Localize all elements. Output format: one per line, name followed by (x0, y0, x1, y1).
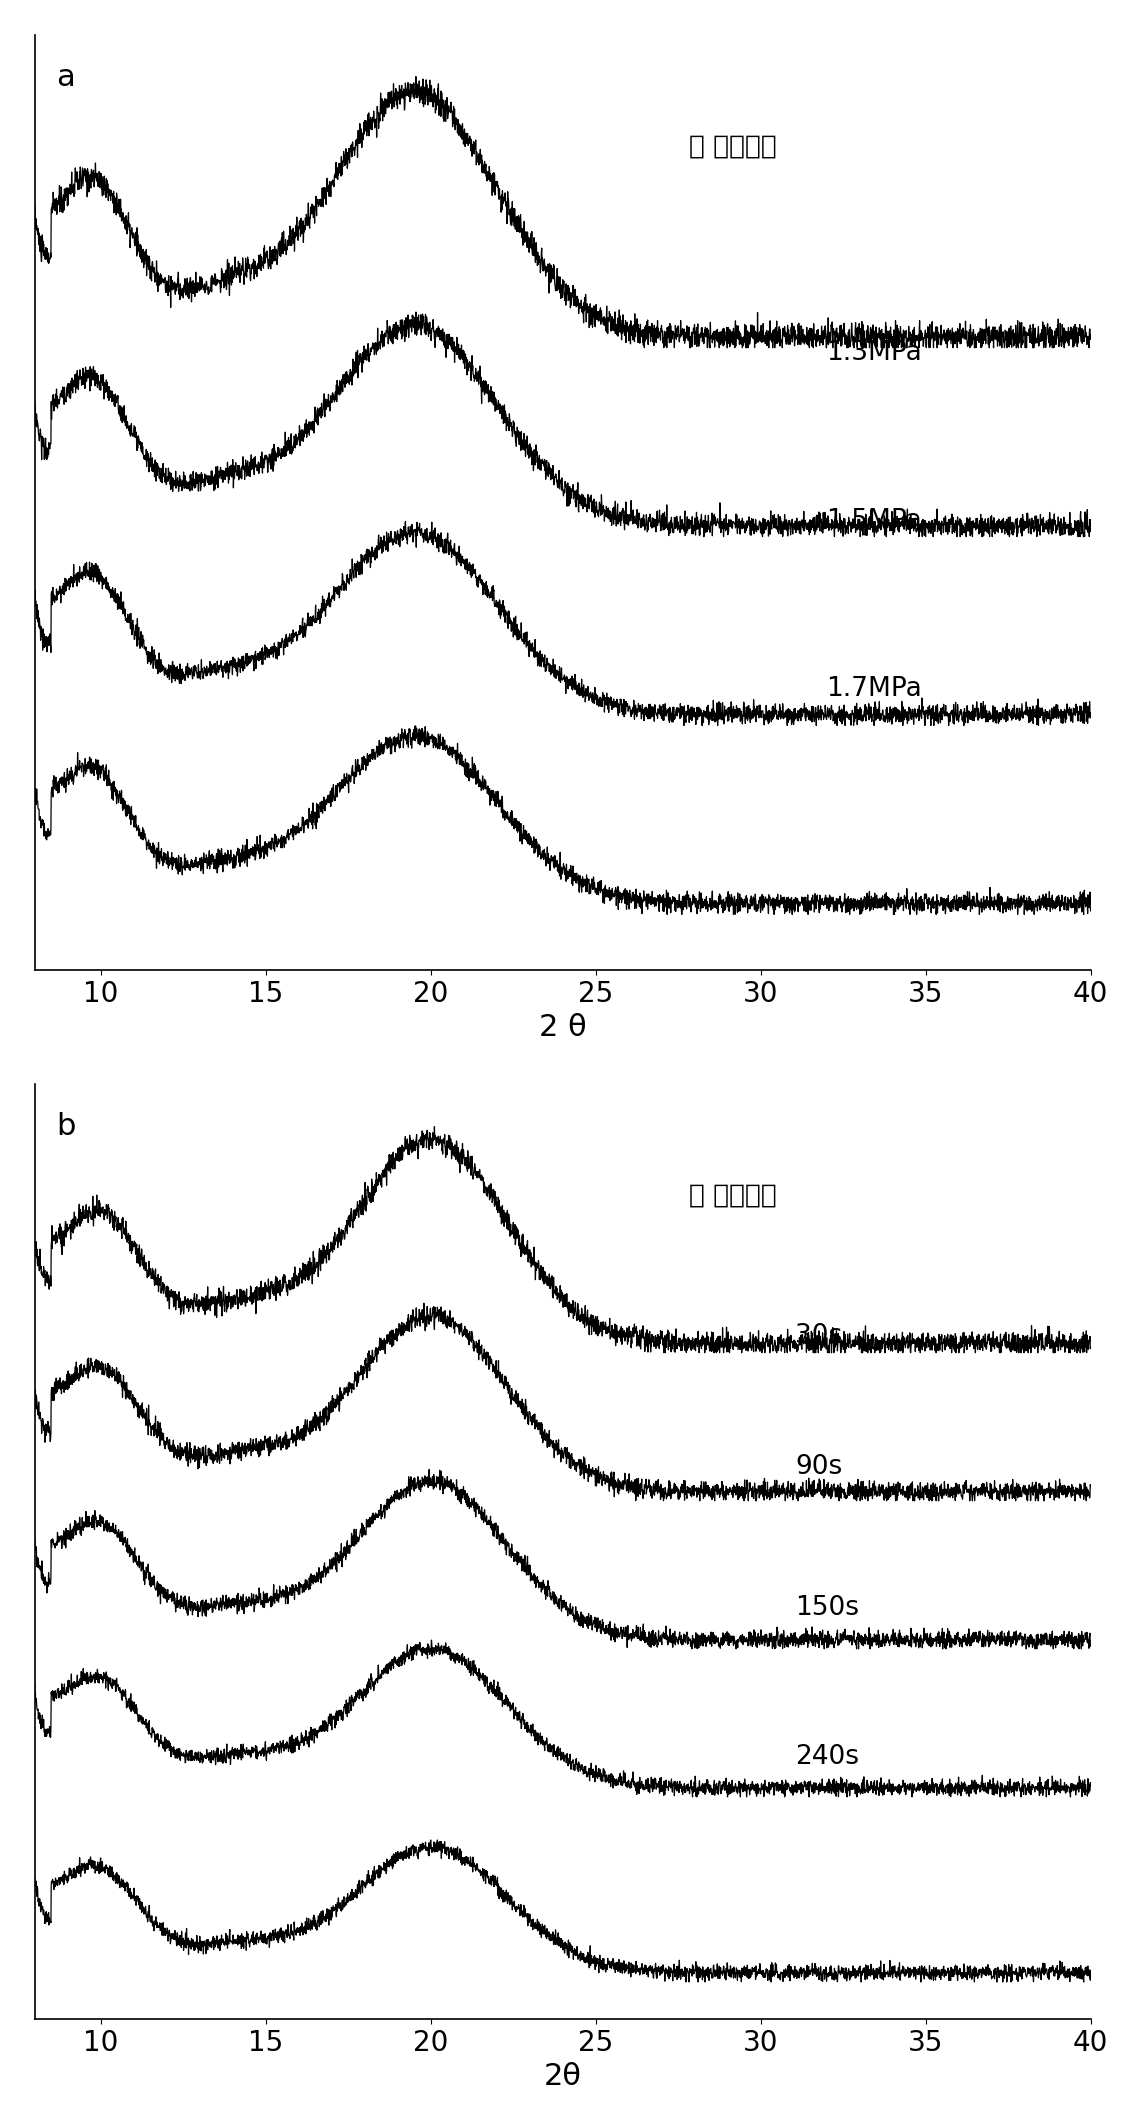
X-axis label: 2 θ: 2 θ (538, 1014, 586, 1042)
Text: a: a (56, 64, 74, 91)
Text: 30s: 30s (794, 1322, 842, 1350)
Text: 90s: 90s (794, 1454, 842, 1480)
Text: 废 弃山羊毛: 废 弃山羊毛 (689, 1182, 777, 1210)
Text: 150s: 150s (794, 1594, 858, 1620)
Text: 240s: 240s (794, 1743, 858, 1771)
X-axis label: 2θ: 2θ (544, 2062, 582, 2092)
Text: 废 弃山羊毛: 废 弃山羊毛 (689, 134, 777, 159)
Text: b: b (56, 1112, 75, 1142)
Text: 1.3MPa: 1.3MPa (826, 340, 922, 366)
Text: 1.5MPa: 1.5MPa (826, 508, 922, 534)
Text: 1.7MPa: 1.7MPa (826, 676, 922, 702)
